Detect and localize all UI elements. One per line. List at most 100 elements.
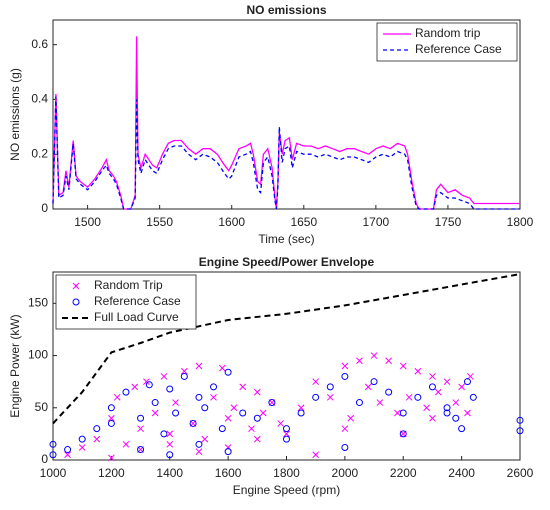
x-tick-label: 1550 — [146, 215, 173, 229]
point — [370, 352, 378, 359]
point — [405, 393, 413, 401]
point — [385, 357, 393, 365]
x-tick-label: 2200 — [390, 466, 417, 480]
point — [107, 419, 115, 427]
point — [443, 404, 451, 412]
point — [160, 373, 168, 380]
point — [166, 430, 174, 438]
legend-label: Reference Case — [415, 42, 502, 56]
x-tick-label: 1500 — [74, 215, 101, 229]
point — [78, 435, 86, 443]
point — [443, 378, 451, 386]
x-tick-label: 1800 — [273, 466, 300, 480]
point — [166, 440, 174, 448]
point — [108, 454, 115, 462]
x-tick-label: 1600 — [215, 466, 242, 480]
point — [166, 385, 174, 393]
point — [253, 388, 261, 396]
point — [49, 440, 57, 448]
point — [385, 388, 393, 396]
x-tick-label: 1400 — [156, 466, 183, 480]
point — [224, 414, 232, 422]
point — [108, 414, 115, 422]
point — [268, 399, 276, 407]
point — [107, 404, 115, 412]
point — [253, 435, 261, 443]
point — [341, 362, 349, 370]
y-axis-label: NO emissions (g) — [8, 68, 22, 161]
y-axis-label: Engine Power (kW) — [8, 314, 22, 417]
x-tick-label: 1000 — [40, 466, 67, 480]
point — [172, 409, 180, 417]
point — [137, 414, 145, 422]
point — [160, 430, 168, 438]
point — [429, 414, 436, 422]
point — [201, 435, 209, 443]
point — [218, 425, 226, 433]
point — [356, 357, 363, 365]
point — [364, 383, 372, 391]
point — [195, 440, 203, 448]
point — [172, 399, 179, 406]
point — [341, 372, 349, 380]
x-tick-label: 2000 — [332, 466, 359, 480]
point — [180, 367, 188, 375]
y-tick-label: 0.4 — [31, 92, 48, 106]
point — [452, 414, 460, 422]
x-tick-label: 2600 — [507, 466, 534, 480]
point — [259, 409, 267, 417]
y-tick-label: 0 — [41, 452, 48, 466]
point — [49, 451, 57, 459]
chart-title: NO emissions — [246, 3, 326, 17]
x-tick-label: 1700 — [363, 215, 390, 229]
point — [93, 425, 101, 433]
point — [283, 435, 290, 443]
point — [399, 430, 407, 438]
y-tick-label: 0.6 — [31, 37, 48, 51]
point — [210, 393, 217, 401]
point — [166, 451, 174, 459]
point — [253, 414, 261, 422]
series-line — [52, 273, 521, 425]
point — [399, 362, 407, 370]
point — [143, 378, 150, 386]
x-tick-label: 1600 — [218, 215, 245, 229]
series-line — [52, 96, 520, 210]
point — [210, 383, 218, 391]
point — [195, 448, 203, 455]
point — [312, 378, 320, 386]
point — [428, 383, 436, 391]
legend-label: Reference Case — [94, 294, 181, 308]
point — [122, 440, 130, 448]
point — [113, 393, 121, 401]
point — [224, 448, 232, 456]
legend-box — [376, 22, 518, 62]
point — [122, 388, 130, 396]
point — [64, 446, 72, 454]
x-axis-label: Engine Speed (rpm) — [233, 483, 340, 497]
point — [277, 420, 285, 427]
point — [239, 409, 247, 417]
legend-swatch — [72, 298, 80, 306]
point — [464, 409, 471, 417]
y-tick-label: 150 — [28, 296, 48, 310]
point — [78, 444, 86, 451]
legend-label: Random Trip — [94, 278, 163, 292]
x-tick-label: 2400 — [448, 466, 475, 480]
point — [469, 393, 477, 401]
point — [341, 443, 349, 451]
point — [137, 425, 144, 433]
point — [458, 425, 466, 433]
point — [189, 419, 197, 427]
point — [283, 430, 290, 438]
point — [312, 393, 320, 401]
x-axis-label: Time (sec) — [258, 232, 314, 246]
legend-label: Random trip — [415, 26, 481, 40]
y-tick-label: 50 — [35, 400, 49, 414]
point — [297, 404, 305, 412]
point — [326, 393, 334, 401]
point — [230, 404, 238, 412]
point — [297, 409, 305, 417]
y-tick-label: 0 — [41, 201, 48, 215]
point — [516, 416, 524, 424]
